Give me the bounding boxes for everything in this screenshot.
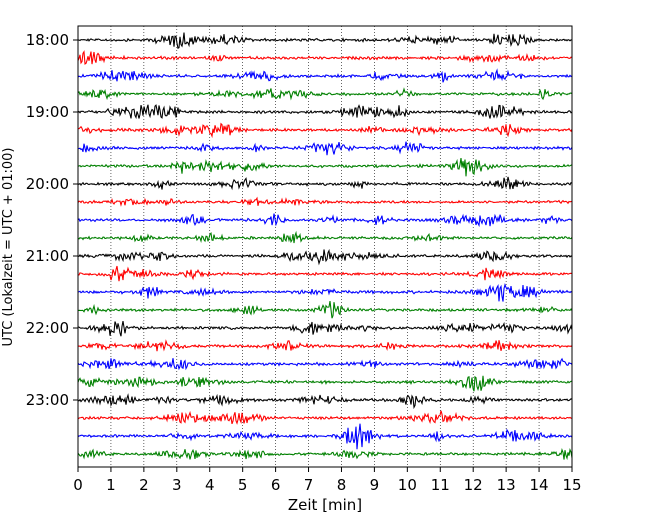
- y-tick-label: 18:00: [26, 31, 69, 49]
- x-tick-label: 9: [370, 476, 380, 494]
- trace-2000: [77, 176, 573, 191]
- trace-2145: [77, 300, 573, 319]
- trace-1815: [77, 50, 573, 65]
- trace-1830: [77, 68, 573, 83]
- x-tick-label: 13: [497, 476, 516, 494]
- x-tick-label: 4: [205, 476, 215, 494]
- trace-1845: [77, 87, 573, 101]
- y-tick-label: 21:00: [26, 247, 69, 265]
- trace-1945: [77, 157, 573, 177]
- trace-2230: [77, 357, 573, 371]
- trace-2015: [77, 196, 573, 207]
- trace-2315: [77, 410, 573, 425]
- seismogram-traces: [77, 32, 573, 461]
- y-tick-label: 20:00: [26, 175, 69, 193]
- x-tick-label: 8: [337, 476, 347, 494]
- trace-1900: [77, 104, 573, 120]
- x-tick-label: 15: [562, 476, 581, 494]
- trace-2200: [77, 320, 573, 337]
- trace-2030: [77, 213, 573, 228]
- trace-2130: [77, 282, 573, 302]
- x-axis-label: Zeit [min]: [288, 496, 362, 514]
- y-axis-ticks: 18:00 19:00 20:00 21:00 22:00 23:00: [26, 31, 78, 409]
- trace-1915: [77, 122, 573, 139]
- x-tick-label: 11: [431, 476, 450, 494]
- plot-frame: [77, 25, 573, 468]
- trace-2215: [77, 339, 573, 352]
- trace-2045: [77, 230, 573, 244]
- x-tick-label: 10: [398, 476, 417, 494]
- y-tick-label: 23:00: [26, 391, 69, 409]
- trace-2345: [77, 447, 573, 461]
- trace-1800: [77, 32, 573, 49]
- trace-2245: [77, 375, 573, 392]
- x-tick-label: 1: [106, 476, 116, 494]
- trace-2330: [77, 423, 573, 450]
- x-tick-label: 7: [304, 476, 314, 494]
- x-tick-label: 0: [73, 476, 83, 494]
- trace-1930: [77, 141, 573, 156]
- x-tick-label: 2: [139, 476, 149, 494]
- trace-2300: [77, 393, 573, 410]
- y-tick-label: 19:00: [26, 103, 69, 121]
- y-tick-label: 22:00: [26, 319, 69, 337]
- x-tick-label: 5: [238, 476, 248, 494]
- x-tick-label: 12: [464, 476, 483, 494]
- y-axis-label: UTC (Lokalzeit = UTC + 01:00): [1, 148, 16, 347]
- trace-2115: [77, 265, 573, 282]
- x-tick-label: 14: [530, 476, 549, 494]
- x-axis-ticks: 0 1 2 3 4 5 6 7 8 9 10 11 12 13 14 15: [73, 467, 582, 494]
- x-tick-label: 3: [172, 476, 182, 494]
- x-tick-label: 6: [271, 476, 281, 494]
- trace-2100: [77, 248, 573, 266]
